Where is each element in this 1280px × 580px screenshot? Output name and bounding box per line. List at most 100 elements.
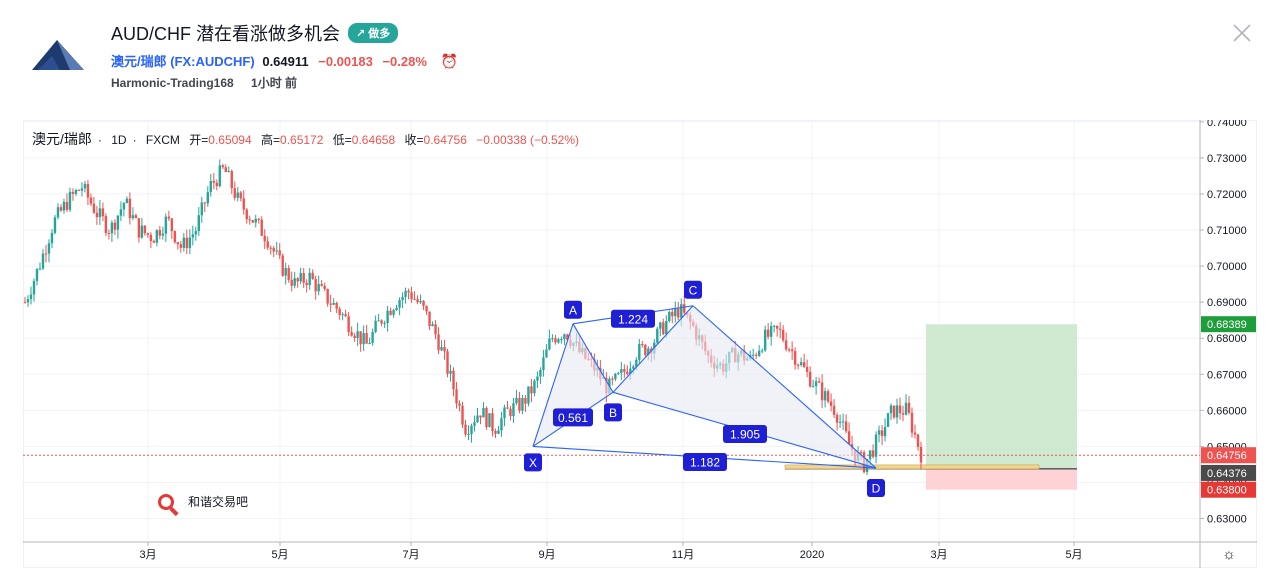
entry-price-label: 0.64376 — [1201, 464, 1256, 481]
candle-body — [113, 222, 117, 230]
candle-body — [194, 231, 198, 235]
alarm-clock-icon[interactable]: ⏰ — [440, 53, 458, 69]
x-tick-label: 5月 — [271, 549, 288, 561]
candle-body — [233, 188, 236, 198]
candle-body — [323, 285, 326, 289]
author-logo-icon — [32, 40, 84, 70]
candle-body — [281, 255, 284, 276]
point-d-label-text: D — [872, 482, 881, 496]
candle-body — [883, 426, 887, 437]
candle-body — [302, 273, 305, 283]
chart-legend: 澳元/瑞郎 · 1D · FXCM 开=0.65094 高=0.65172 低=0.… — [32, 131, 580, 147]
candle-body — [659, 322, 662, 329]
last-price-label: 0.64756 — [1201, 447, 1256, 464]
x-tick-label: 2020 — [800, 549, 824, 561]
candle-body — [89, 197, 93, 204]
symbol-price: 0.64911 — [262, 54, 309, 69]
candle-body — [434, 324, 437, 335]
legend-open: 0.65094 — [208, 133, 252, 147]
candle-body — [44, 253, 48, 255]
candle-body — [428, 311, 431, 327]
target-price-label-text: 0.68389 — [1207, 319, 1247, 331]
magnifier-icon — [158, 494, 174, 510]
candle-body — [182, 237, 186, 248]
candle-body — [350, 332, 353, 336]
leg-bc — [612, 305, 694, 393]
candle-body — [143, 225, 147, 234]
candle-body — [149, 234, 153, 242]
stop-price-label-text: 0.63800 — [1207, 485, 1247, 497]
candle-body — [311, 272, 314, 280]
ratio-bd-label-text: 1.905 — [730, 428, 760, 442]
candle-body — [895, 405, 899, 418]
candle-body — [329, 303, 332, 305]
point-x-label: X — [524, 453, 542, 472]
candle-body — [515, 397, 518, 404]
candle-body — [392, 310, 395, 315]
entry-price-label-bg — [1201, 464, 1256, 481]
candle-body — [161, 233, 165, 236]
candle-body — [521, 397, 524, 411]
candle-body — [620, 369, 623, 373]
legend-symbol: 澳元/瑞郎 — [32, 131, 92, 147]
x-tick-label: 3月 — [139, 549, 156, 561]
candle-body — [530, 386, 533, 394]
candle-body — [817, 381, 821, 383]
candle-body — [32, 280, 36, 295]
candle-body — [847, 431, 851, 445]
candle-body — [497, 430, 500, 434]
candle-body — [209, 181, 212, 193]
legend-exchange: FXCM — [145, 133, 180, 147]
candle-body — [203, 202, 206, 204]
candle-body — [485, 407, 488, 428]
settings-gear-icon[interactable]: ☼ — [1222, 546, 1236, 563]
legend-open-label: 开= — [189, 133, 209, 147]
candle-body — [206, 192, 209, 204]
candle-body — [470, 425, 473, 435]
x-tick-label: 5月 — [1065, 549, 1082, 561]
candle-body — [805, 366, 809, 372]
candle-body — [401, 296, 404, 301]
candle-body — [239, 192, 242, 199]
entry-price-label-text: 0.64376 — [1207, 468, 1247, 480]
candle-body — [455, 389, 458, 404]
candle-body — [419, 300, 422, 303]
y-tick-label: 0.70000 — [1207, 261, 1247, 273]
candle-body — [74, 190, 78, 194]
candle-body — [71, 191, 75, 194]
candle-body — [254, 218, 257, 223]
candle-body — [769, 326, 773, 337]
candle-body — [158, 230, 162, 236]
candle-body — [841, 421, 845, 423]
candle-body — [437, 334, 440, 351]
author-name[interactable]: Harmonic-Trading168 — [111, 76, 234, 90]
candle-body — [524, 397, 527, 404]
candle-body — [107, 232, 111, 234]
candle-body — [880, 430, 884, 437]
x-tick-label: 7月 — [402, 549, 419, 561]
candle-body — [482, 407, 485, 418]
candle-body — [910, 412, 914, 433]
legend-close: 0.64756 — [423, 133, 467, 147]
candle-body — [101, 208, 105, 217]
ratio-ac-label-text: 1.224 — [618, 312, 648, 326]
candle-body — [257, 218, 260, 220]
candle-body — [173, 231, 177, 243]
candle-body — [344, 314, 347, 317]
candle-body — [287, 268, 290, 280]
candle-body — [793, 351, 797, 365]
candle-body — [146, 233, 150, 235]
candle-body — [335, 303, 338, 309]
ratio-xd-label-bg — [683, 453, 727, 471]
candle-body — [662, 322, 665, 335]
candle-body — [272, 248, 275, 252]
close-icon[interactable] — [1231, 22, 1253, 44]
symbol-link[interactable]: 澳元/瑞郎 (FX:AUDCHF) — [111, 54, 255, 69]
candle-body — [425, 305, 428, 312]
candle-body — [185, 237, 189, 249]
candle-body — [871, 450, 875, 457]
price-chart[interactable]: X A B C D 1.224 0.561 1.905 1.182 0.74000 0.73000… — [23, 120, 1257, 568]
candle-body — [563, 334, 566, 340]
candle-body — [907, 402, 911, 413]
candle-body — [632, 366, 635, 369]
